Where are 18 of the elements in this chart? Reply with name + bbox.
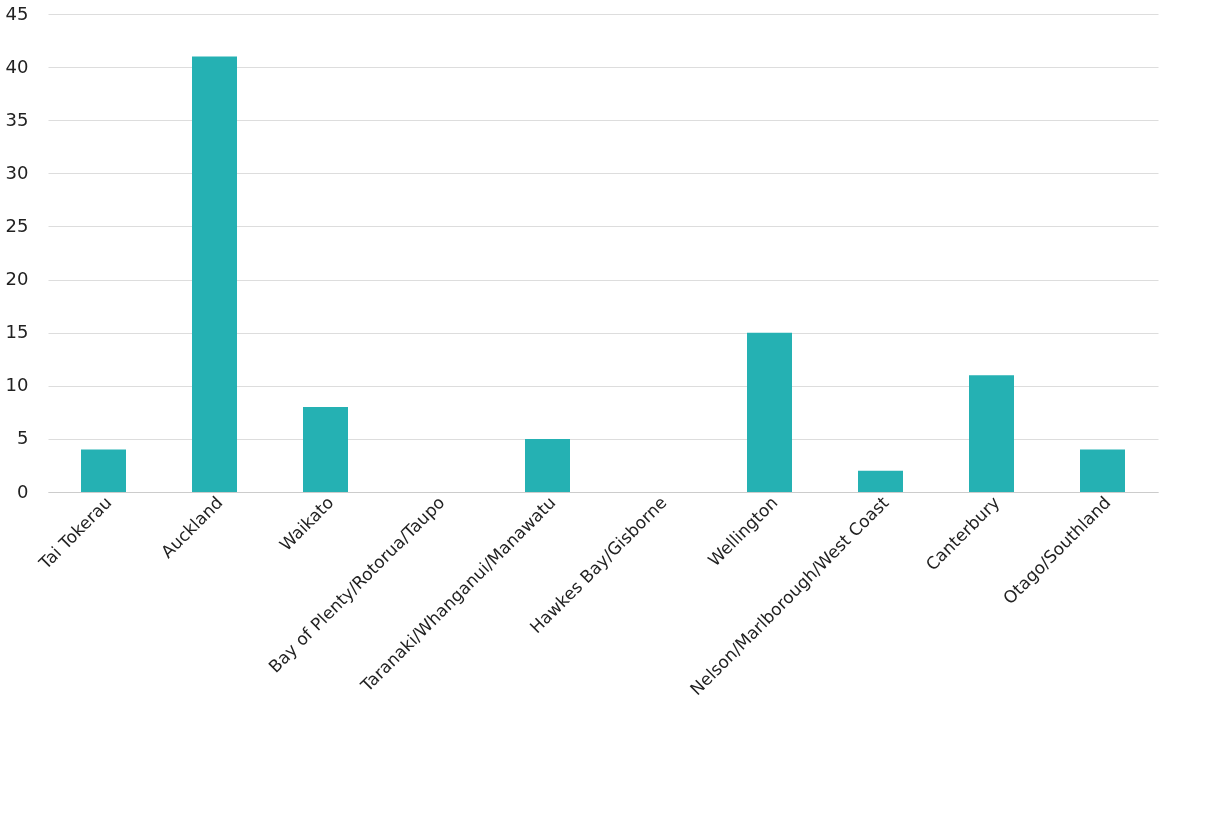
- bar: [747, 332, 792, 492]
- bar: [969, 375, 1014, 492]
- bar: [303, 407, 348, 492]
- y-tick-label: 40: [5, 55, 29, 77]
- y-tick-label: 10: [5, 374, 29, 396]
- y-tick-label: 20: [5, 268, 29, 290]
- y-tick-label: 30: [5, 161, 29, 183]
- y-tick-label: 0: [17, 480, 29, 502]
- y-tick-label: 25: [5, 214, 29, 236]
- y-tick-label: 35: [5, 108, 29, 130]
- bar: [1080, 449, 1125, 492]
- y-tick-label: 15: [5, 321, 29, 343]
- bar: [192, 56, 237, 492]
- y-tick-label: 45: [5, 2, 29, 24]
- y-tick-label: 5: [17, 427, 29, 449]
- bar: [858, 470, 903, 492]
- bar: [525, 438, 570, 492]
- bar: [81, 449, 126, 492]
